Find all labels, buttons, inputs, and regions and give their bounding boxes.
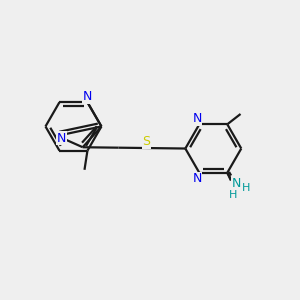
Text: N: N <box>231 177 241 190</box>
Text: N: N <box>57 132 66 145</box>
Text: N: N <box>83 90 92 104</box>
Text: H: H <box>242 183 250 194</box>
Text: H: H <box>229 190 237 200</box>
Text: S: S <box>142 135 150 148</box>
Text: N: N <box>192 112 202 125</box>
Text: N: N <box>192 172 202 185</box>
